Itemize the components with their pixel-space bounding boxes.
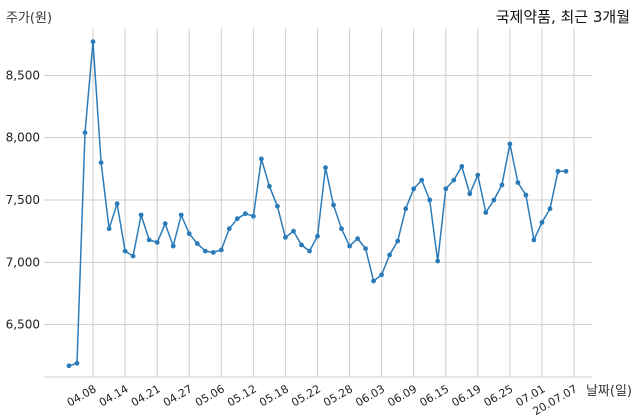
data-point [435, 258, 441, 264]
data-point [379, 272, 384, 278]
data-point [130, 253, 136, 259]
data-point [483, 210, 489, 215]
data-point [218, 247, 224, 253]
data-point [499, 182, 505, 188]
data-point [363, 246, 368, 252]
data-point [154, 240, 160, 245]
x-tick-label: 06.25 [482, 382, 516, 409]
y-tick-label: 7,500 [6, 193, 40, 207]
data-point [419, 177, 425, 183]
data-point [563, 168, 569, 174]
data-point [275, 203, 280, 209]
data-point [162, 221, 168, 227]
data-point [138, 212, 144, 218]
x-tick-label: 05.06 [193, 382, 227, 409]
data-point [323, 165, 328, 171]
x-tick-label: 06.15 [417, 382, 451, 409]
data-point [531, 237, 537, 243]
data-point [194, 241, 200, 247]
x-tick-label: 05.18 [257, 382, 291, 409]
data-point [146, 237, 152, 243]
data-point [467, 191, 473, 197]
data-point [355, 236, 360, 242]
data-point [210, 250, 216, 255]
data-point [403, 206, 409, 212]
data-point [451, 177, 457, 183]
data-point [106, 226, 112, 232]
data-point [243, 211, 248, 217]
chart-title: 국제약품, 최근 3개월 [495, 8, 630, 26]
x-tick-label: 06.09 [385, 382, 419, 409]
data-point [411, 186, 417, 192]
data-point [226, 226, 232, 232]
y-axis-label: 주가(원) [6, 11, 53, 26]
data-point [82, 130, 88, 136]
data-point [315, 233, 320, 239]
x-tick-label: 06.03 [353, 382, 387, 409]
data-point [251, 213, 256, 219]
data-point [299, 242, 304, 248]
x-tick-label: 04.21 [129, 382, 163, 409]
data-point [387, 252, 392, 258]
x-tick-label: 04.08 [65, 382, 99, 409]
data-point [395, 238, 401, 244]
data-point [491, 197, 497, 203]
y-tick-label: 8,500 [6, 68, 40, 82]
data-point [259, 156, 264, 162]
x-tick-label: 04.14 [97, 382, 131, 409]
data-point [66, 363, 72, 369]
data-point [547, 206, 553, 212]
data-point [347, 243, 352, 249]
data-point [427, 197, 433, 203]
data-point [555, 168, 561, 174]
x-tick-label: 05.22 [289, 382, 323, 409]
data-point [114, 201, 120, 207]
data-point [74, 360, 80, 366]
data-point [523, 192, 529, 198]
y-tick-label: 6,500 [6, 318, 40, 332]
data-point [202, 248, 208, 254]
data-point [98, 160, 104, 166]
data-point [186, 231, 192, 237]
data-point [331, 202, 336, 208]
data-point [339, 226, 344, 232]
x-tick-label: 05.12 [225, 382, 259, 409]
data-point [291, 228, 296, 234]
data-point [371, 278, 376, 284]
data-point [90, 39, 96, 45]
data-point [178, 212, 184, 218]
data-point [459, 164, 465, 169]
data-point [170, 243, 176, 249]
x-axis-label: 날짜(일) [585, 384, 632, 399]
x-tick-label: 06.19 [450, 382, 484, 409]
x-tick-label: 04.27 [161, 382, 195, 409]
data-point [122, 248, 128, 254]
data-point [307, 248, 312, 254]
data-point [507, 141, 513, 147]
y-tick-label: 7,000 [6, 255, 40, 269]
data-point [443, 186, 449, 192]
data-point [283, 235, 288, 240]
data-point [234, 216, 240, 222]
data-point [515, 180, 521, 186]
data-point [539, 220, 545, 225]
x-tick-label: 05.28 [321, 382, 355, 409]
y-tick-label: 8,000 [6, 131, 40, 145]
data-point [267, 183, 272, 189]
data-point [475, 172, 481, 178]
